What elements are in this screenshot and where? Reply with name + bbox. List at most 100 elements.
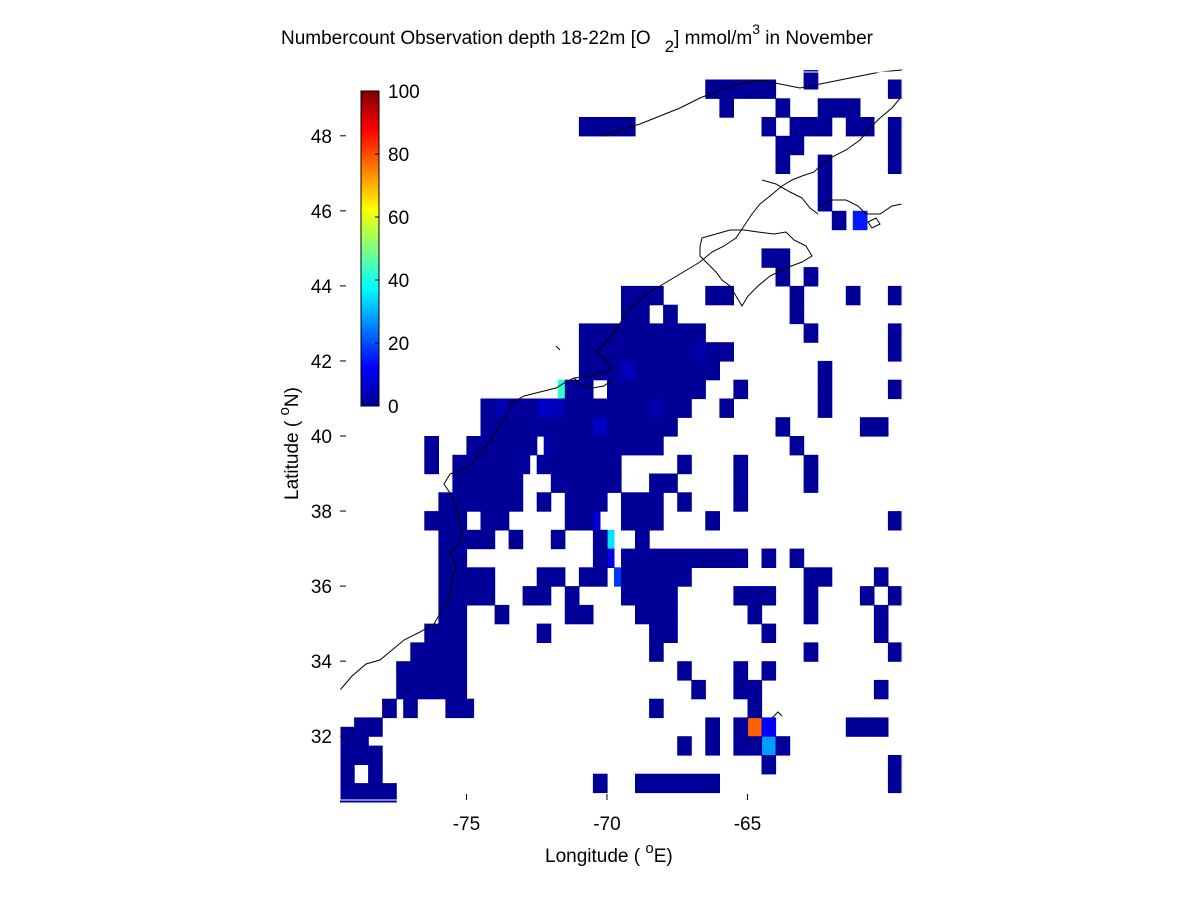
heatmap-cell [649,586,664,606]
y-axis-label: Latitude ( oN) [276,387,303,500]
heatmap-cell [719,548,734,568]
heatmap-cell [424,623,439,643]
title-suffix: in November [760,28,874,49]
heatmap-cell [607,342,622,362]
heatmap-cell [705,717,720,737]
heatmap-cell [635,492,650,512]
y-tick-label: 34 [311,652,333,673]
colorbar-tick-label: 80 [388,145,409,166]
chart-title: Numbercount Observation depth 18-22m [O 2… [281,21,874,56]
heatmap-cell [859,717,875,737]
heatmap-cell [621,417,636,437]
heatmap-cell [761,661,777,681]
x-tick-label: -65 [734,814,761,835]
heatmap-cell [354,736,369,756]
heatmap-cell [494,398,510,418]
heatmap-cell [452,586,468,606]
heatmap-cell [733,586,749,606]
heatmap-cell [761,79,777,99]
y-axis-label-sup: o [276,407,293,415]
heatmap-cell [719,79,734,99]
heatmap-cell [564,379,580,400]
heatmap-cell [789,285,805,306]
heatmap-cell [649,623,664,643]
heatmap-cell [663,623,678,643]
heatmap-cell [621,567,636,587]
heatmap-cell [747,679,763,700]
heatmap-cell [508,436,524,456]
heatmap-cell [747,698,763,719]
heatmap-cell [845,285,861,306]
heatmap-cell [368,764,383,784]
heatmap-cell [761,717,777,737]
heatmap-cell [466,586,482,606]
heatmap-cell [340,745,355,765]
title-sub: 2 [665,37,674,56]
heatmap-cell [859,417,875,437]
heatmap-cell [452,454,468,475]
heatmap-cell [691,342,706,362]
heatmap-cell [536,417,552,437]
heatmap-cell [719,342,734,362]
colorbar-tick-label: 0 [388,397,399,418]
heatmap-cell [677,323,692,343]
heatmap-cell [873,604,889,625]
heatmap-cell [424,454,439,475]
heatmap-cell [578,360,594,381]
heatmap-cell [592,436,608,456]
heatmap-cell [691,548,706,568]
heatmap-cell [705,511,720,531]
heatmap-cell [621,398,636,418]
heatmap-cell [607,454,622,475]
heatmap-cell [635,586,650,606]
heatmap-cell [803,454,819,475]
heatmap-cell [621,360,636,381]
heatmap-cell [607,379,622,400]
heatmap-cell [607,398,622,418]
heatmap-cell [466,454,482,475]
heatmap-cell [733,379,749,400]
heatmap-cell [817,379,833,400]
heatmap-cell [578,417,594,437]
heatmap-cell [677,773,692,794]
heatmap-cell [677,492,692,512]
heatmap-cell [733,679,749,700]
heatmap-cell [438,679,453,700]
heatmap-cell [635,398,650,418]
heatmap-cell [459,698,475,719]
heatmap-cell [649,492,664,512]
heatmap-cell [663,567,678,587]
heatmap-cell [592,117,608,137]
heatmap-cell [733,736,749,756]
heatmap-cell [480,417,496,437]
heatmap-cell [873,417,889,437]
heatmap-cell [621,586,636,606]
heatmap-cell [663,548,678,568]
x-axis-label-suffix: E) [654,846,673,867]
heatmap-cell [494,454,510,475]
heatmap-cell [691,679,706,700]
y-tick-label: 32 [311,727,332,748]
heatmap-cell [494,492,510,512]
heatmap-cell [592,360,608,381]
heatmap-cell [578,117,594,137]
heatmap-cell [635,342,650,362]
colorbar-ticks: 0 20 40 60 80 100 [375,82,420,418]
heatmap-cell [887,379,903,400]
heatmap-cell [452,623,468,643]
heatmap-cell [635,548,650,568]
heatmap-cell [424,661,439,681]
heatmap-cell [621,304,636,325]
heatmap-cell [733,492,749,512]
heatmap-cell [663,773,678,794]
heatmap-cell [550,417,566,437]
heatmap-cell [410,642,425,662]
heatmap-cell [536,623,552,643]
heatmap-cell [340,783,355,803]
heatmap-cell [438,529,453,550]
heatmap-cell [564,604,580,625]
heatmap-cell [536,492,552,512]
heatmap-cell [578,342,594,362]
heatmap-cell [859,117,875,137]
